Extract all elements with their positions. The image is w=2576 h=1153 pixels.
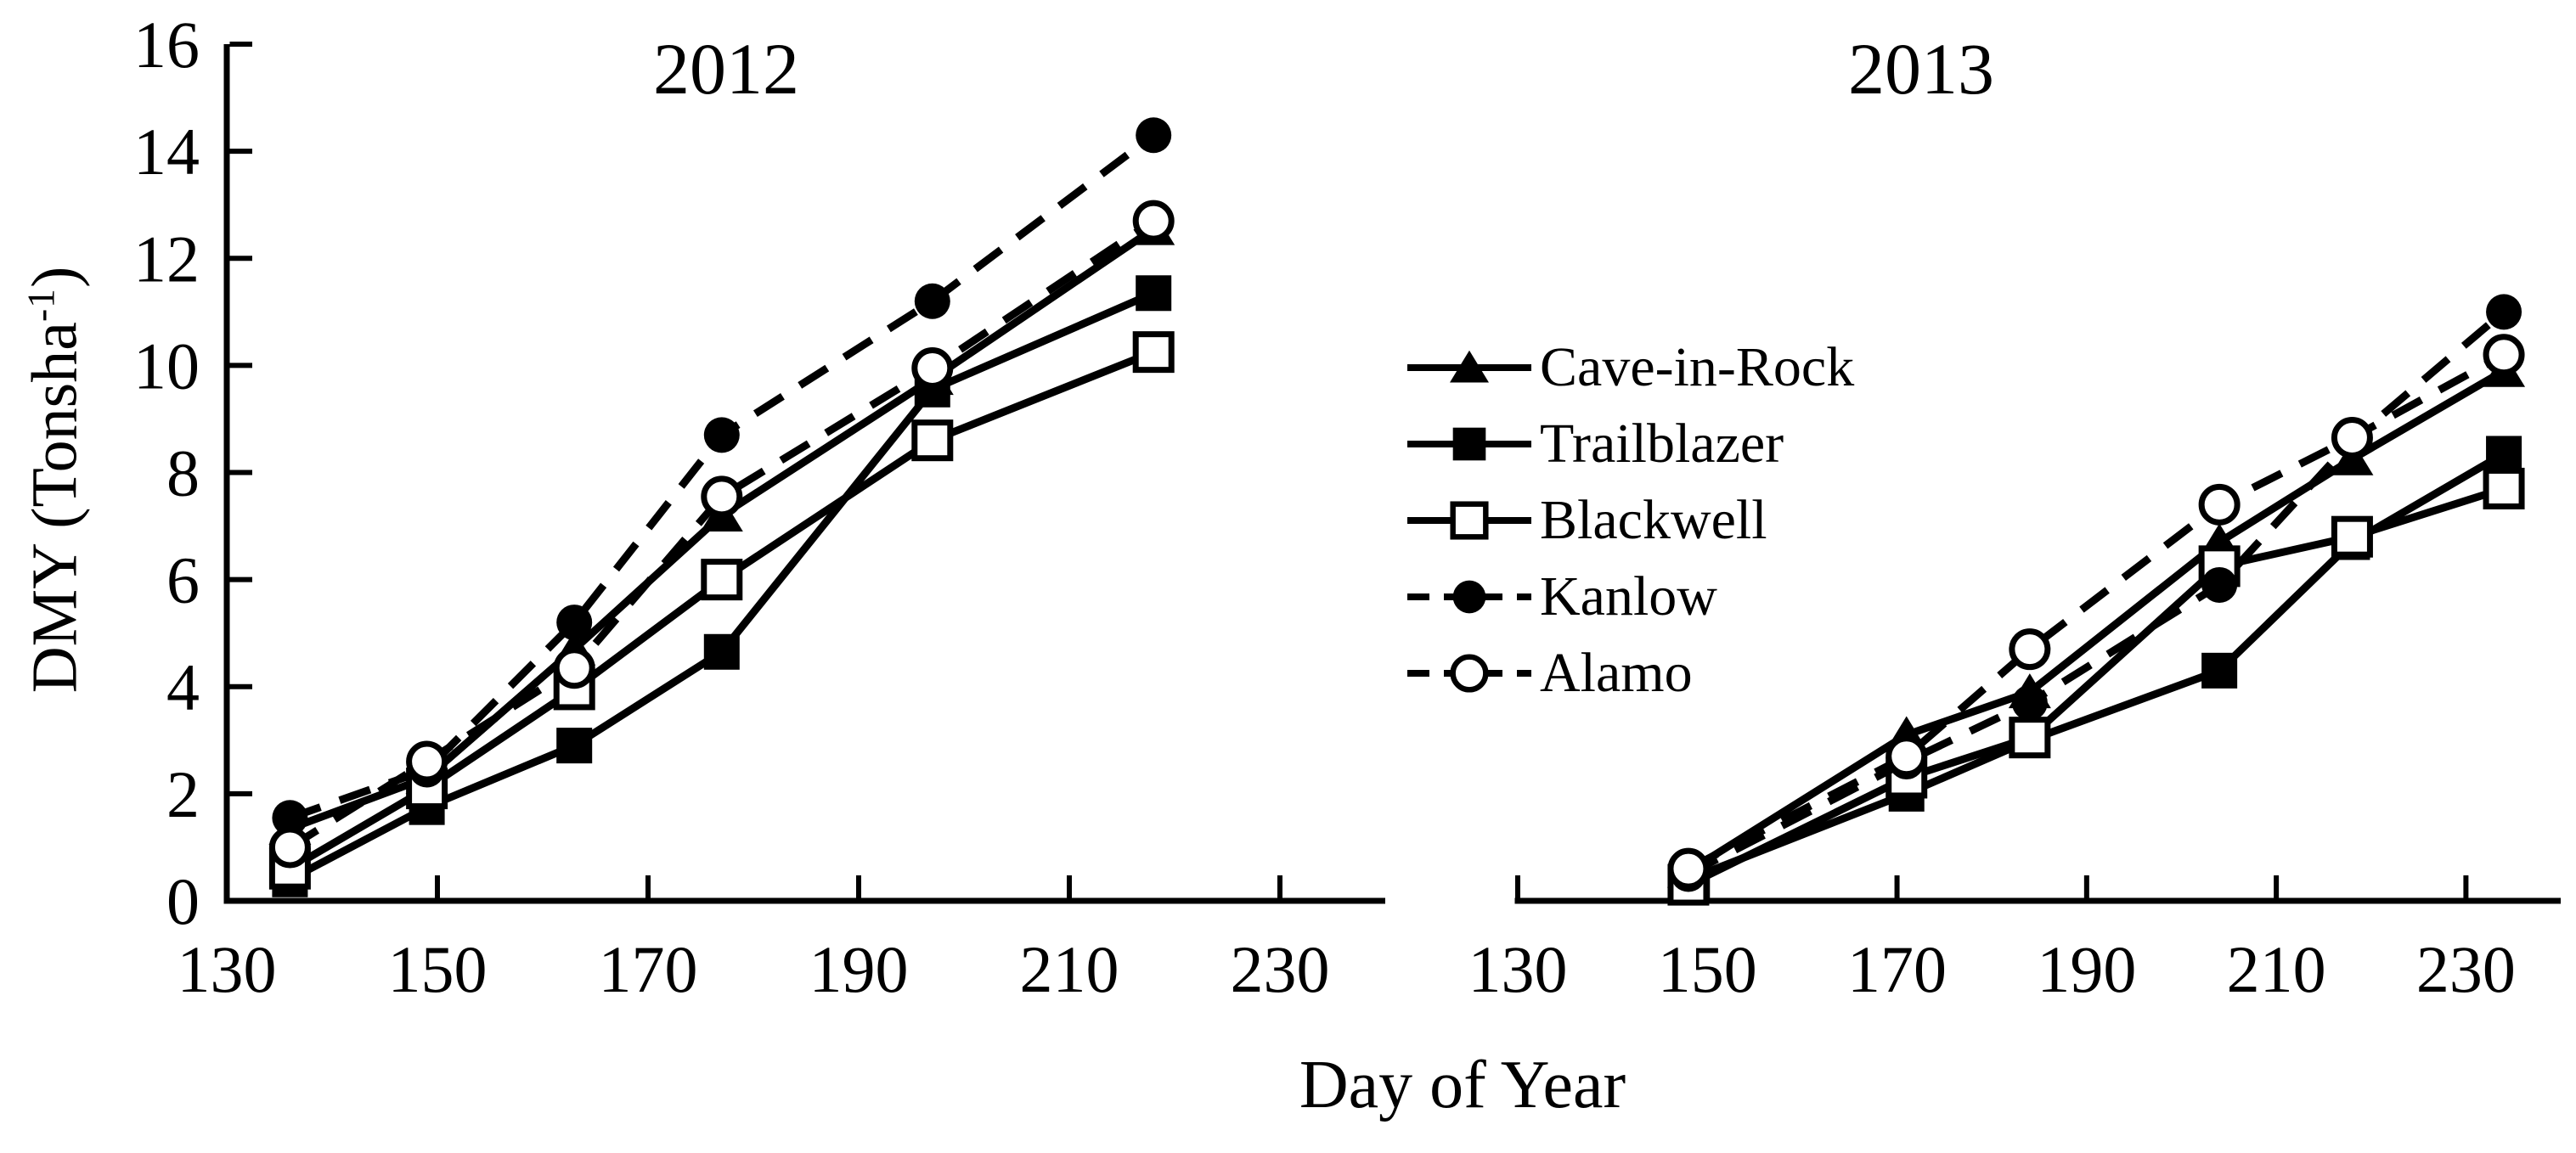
data-point-marker [2486,436,2522,472]
legend-item-kanlow: Kanlow [1406,559,1813,635]
data-point-marker [2201,566,2238,603]
legend-key-solid-triangle-filled [1407,350,1531,383]
x-tick-label: 170 [1847,932,1947,1006]
data-point-marker [2483,334,2525,376]
data-point-marker [556,728,593,764]
y-tick-label: 14 [133,115,200,188]
series-line [1686,351,2506,873]
series-blackwell [268,331,1175,890]
data-point-marker [1136,275,1172,312]
panel-2012: 130 150 170 190 210 230 0 2 4 6 8 10 12 14 16 [133,8,1385,1006]
y-tick-label: 2 [166,757,200,831]
data-point-marker [553,647,595,689]
legend-label: Trailblazer [1540,413,1784,475]
legend-label: Blackwell [1540,489,1767,551]
y-tick-label: 16 [133,8,200,82]
legend-item-blackwell: Blackwell [1406,482,1813,559]
legend-label: Alamo [1540,642,1693,704]
legend-key-dashed-circle-open [1407,654,1531,693]
y-axis-label-text: DMY (Tonsha [19,322,91,694]
y-tick-label: 10 [133,329,200,402]
x-tick-label: 210 [1020,932,1119,1006]
data-point-marker [911,419,954,462]
x-tick-label: 150 [388,932,488,1006]
legend-key-solid-square-open [1407,501,1531,540]
legend-item-cave-in-rock: Cave-in-Rock [1406,329,1854,406]
series-line [288,290,1155,883]
panel-2013: 130 150 170 190 210 230 [1468,294,2561,1006]
data-point-marker [1132,331,1175,374]
series-line [288,217,1156,851]
legend-key-solid-square-filled [1407,427,1531,461]
x-tick-label: 130 [1468,932,1568,1006]
data-point-marker [2009,628,2051,671]
legend-marker-sample [1452,427,1486,461]
x-tick-label: 150 [1658,932,1757,1006]
data-point-marker [2331,417,2373,459]
y-tick-label: 12 [133,222,200,295]
data-point-marker [2486,294,2522,330]
data-point-marker [2198,483,2241,526]
data-point-marker [2483,467,2525,509]
data-point-marker [1136,117,1172,154]
series-line [1686,485,2506,889]
data-point-marker [703,633,740,670]
data-point-marker [1667,847,1710,890]
data-point-marker [556,605,593,641]
x-tick-label: 210 [2227,932,2326,1006]
data-point-marker [914,283,950,319]
data-point-marker [406,740,448,783]
x-tick-label: 130 [178,932,277,1006]
series-line [1686,367,2506,875]
legend-key-dashed-circle-filled [1407,580,1531,614]
legend-marker-sample [1450,501,1489,540]
legend-item-trailblazer: Trailblazer [1406,406,1813,482]
y-tick-label: 0 [166,864,200,938]
legend-item-alamo: Alamo [1406,635,1813,711]
legend-label: Kanlow [1540,565,1717,627]
y-tick-label: 4 [166,650,200,724]
data-point-marker [701,475,743,518]
y-axis-label-close: ) [19,266,91,289]
data-point-marker [272,800,308,836]
legend: Cave-in-Rock Trailblazer Blackwell Kanlow Al… [1406,329,1854,711]
data-point-marker [2331,515,2373,558]
data-point-marker [701,559,743,601]
y-axis-label-superscript: -1 [19,288,63,323]
x-tick-label: 170 [599,932,698,1006]
series-cave-in-rock [268,210,1175,845]
data-point-marker [1132,200,1175,242]
x-axis-label: Day of Year [1299,1048,1626,1122]
panel-title-2012: 2012 [653,28,799,110]
x-tick-label: 230 [2416,932,2516,1006]
y-tick-label: 8 [166,436,200,510]
data-point-marker [1885,735,1928,778]
y-tick-label: 6 [166,543,200,617]
data-point-marker [268,826,311,869]
panel-title-2013: 2013 [1848,28,1994,110]
legend-label: Cave-in-Rock [1540,336,1855,398]
series-line [288,348,1155,873]
x-tick-label: 190 [2037,932,2136,1006]
data-point-marker [703,417,740,453]
data-point-marker [2201,652,2238,689]
y-axis-label: DMY (Tonsha-1) [19,267,90,694]
data-point-marker [2011,684,2048,721]
series-alamo [1667,334,2525,890]
data-point-marker [2009,717,2051,759]
data-point-marker [911,347,954,390]
x-tick-label: 190 [809,932,909,1006]
x-tick-label: 230 [1231,932,1330,1006]
series-alamo [268,200,1175,869]
legend-marker-sample [1452,580,1486,614]
legend-marker-sample [1450,350,1489,383]
legend-marker-sample [1450,654,1489,693]
series-line [1686,308,2506,878]
